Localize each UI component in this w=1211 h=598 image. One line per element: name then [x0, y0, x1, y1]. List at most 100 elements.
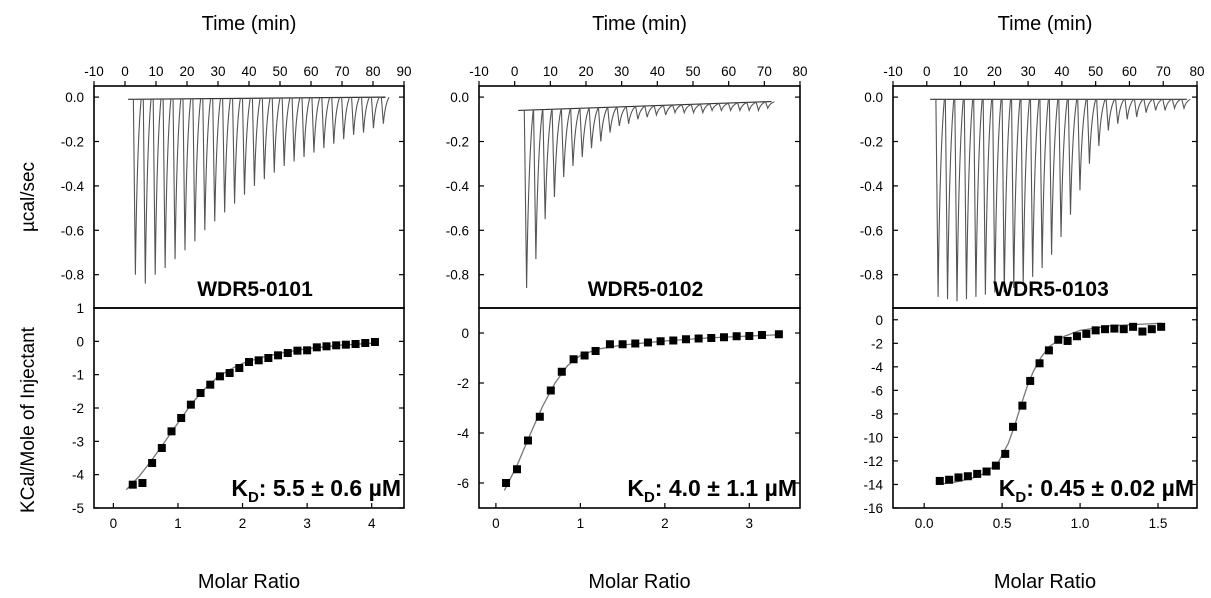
binding-y-tick-label: -6 — [457, 476, 469, 491]
binding-y-tick-label: -14 — [863, 477, 883, 492]
ratio-tick-label: 1 — [174, 516, 182, 531]
injection-peak — [963, 99, 974, 300]
data-point — [1119, 325, 1128, 334]
data-point — [341, 340, 350, 349]
injection-peak — [132, 99, 142, 275]
data-point — [1101, 325, 1110, 334]
itc-panel-3: -10 0 10 20 30 40 50 60 70 80 Time (min) 0.0 -0.2 -0.… — [860, 13, 1205, 593]
binding-y-tick-label: -2 — [72, 401, 84, 416]
injection-peak — [1115, 98, 1125, 124]
injection-peak — [1096, 99, 1106, 146]
injection-peak — [551, 109, 562, 198]
injection-peak — [222, 98, 231, 213]
kd-symbol: K — [999, 475, 1016, 501]
time-tick-label: 20 — [179, 64, 194, 79]
binding-y-tick-label: -5 — [72, 501, 84, 516]
injection-peak — [653, 105, 664, 117]
binding-y-tick-label: -1 — [72, 368, 84, 383]
time-tick-label: 50 — [1088, 64, 1103, 79]
data-point — [557, 367, 566, 376]
data-point — [206, 380, 215, 389]
injection-peak — [1001, 99, 1012, 293]
injection-peak — [321, 97, 331, 149]
injection-peak — [944, 99, 955, 300]
time-tick-label: 10 — [543, 64, 558, 79]
data-point — [523, 436, 532, 445]
binding-y-tick-label: -4 — [457, 426, 469, 441]
time-axis-title: Time (min) — [592, 13, 687, 35]
raw-y-tick-label: -0.8 — [446, 268, 469, 283]
raw-y-tick-label: -0.4 — [446, 179, 470, 194]
ratio-tick-label: 2 — [239, 516, 247, 531]
binding-frame — [892, 307, 1198, 509]
injection-peak — [360, 97, 370, 133]
time-tick-label: 30 — [210, 64, 225, 79]
data-point — [322, 342, 331, 351]
binding-frame — [478, 307, 801, 509]
data-point — [128, 480, 137, 489]
injection-peak — [625, 106, 636, 124]
kd-value: : 4.0 ± 1.1 µM — [655, 475, 797, 501]
compound-label: WDR5-0103 — [993, 278, 1109, 301]
kd-annotation: KD: 5.5 ± 0.6 µM — [231, 475, 401, 506]
compound-label: WDR5-0101 — [197, 278, 313, 301]
raw-y-tick-label: -0.6 — [860, 223, 883, 238]
injection-peak — [690, 103, 701, 115]
kd-annotation: KD: 0.45 ± 0.02 µM — [999, 475, 1194, 506]
injection-peak — [560, 108, 571, 178]
data-point — [1091, 326, 1100, 335]
injection-peak — [142, 99, 152, 284]
ratio-tick-label: 1.5 — [1149, 516, 1168, 531]
time-tick-label: 40 — [650, 64, 665, 79]
time-tick-label: 50 — [685, 64, 700, 79]
data-point — [186, 400, 195, 409]
data-point — [1018, 401, 1027, 410]
ratio-tick-label: 0.5 — [993, 516, 1012, 531]
injection-peak — [709, 103, 719, 113]
data-point — [618, 340, 627, 349]
data-point — [605, 340, 614, 349]
data-point — [1001, 449, 1010, 458]
data-point — [264, 354, 273, 362]
injection-peak — [1143, 98, 1153, 113]
data-point — [1009, 422, 1018, 431]
binding-y-tick-label: -16 — [863, 501, 883, 516]
data-point — [157, 444, 166, 452]
raw-y-tick-label: -0.2 — [61, 135, 84, 150]
data-point — [669, 336, 678, 345]
raw-y-tick-label: -0.2 — [860, 135, 883, 150]
injection-peak — [597, 107, 608, 142]
ucal-axis-title: µcal/sec — [18, 162, 39, 232]
binding-y-tick-label: -4 — [72, 468, 84, 483]
injection-peak — [1067, 99, 1078, 215]
data-point — [274, 351, 283, 360]
injection-peak — [1058, 99, 1068, 237]
injection-peak — [311, 97, 321, 153]
ratio-tick-label: 1.0 — [1071, 516, 1090, 531]
time-tick-label: 30 — [614, 64, 629, 79]
data-point — [1157, 322, 1166, 331]
compound-label: WDR5-0102 — [588, 278, 704, 301]
injection-peak — [570, 108, 581, 166]
binding-y-tick-label: -2 — [871, 336, 883, 351]
data-point — [757, 331, 766, 339]
injection-peak — [1086, 99, 1097, 164]
data-point — [1110, 324, 1119, 333]
injection-peak — [533, 109, 544, 260]
data-point — [1129, 322, 1138, 331]
injection-peak — [672, 104, 682, 115]
injection-peak — [1152, 98, 1163, 111]
data-point — [138, 479, 147, 487]
data-point — [707, 334, 716, 342]
data-point — [254, 356, 263, 365]
data-point — [591, 347, 600, 355]
data-point — [361, 339, 370, 347]
binding-y-tick-label: -2 — [457, 376, 469, 391]
time-tick-label: 20 — [987, 64, 1002, 79]
time-tick-label: 60 — [721, 64, 736, 79]
data-point — [332, 341, 341, 350]
injection-peak — [281, 97, 291, 166]
injection-peak — [172, 98, 182, 260]
injection-peak — [1181, 98, 1191, 111]
